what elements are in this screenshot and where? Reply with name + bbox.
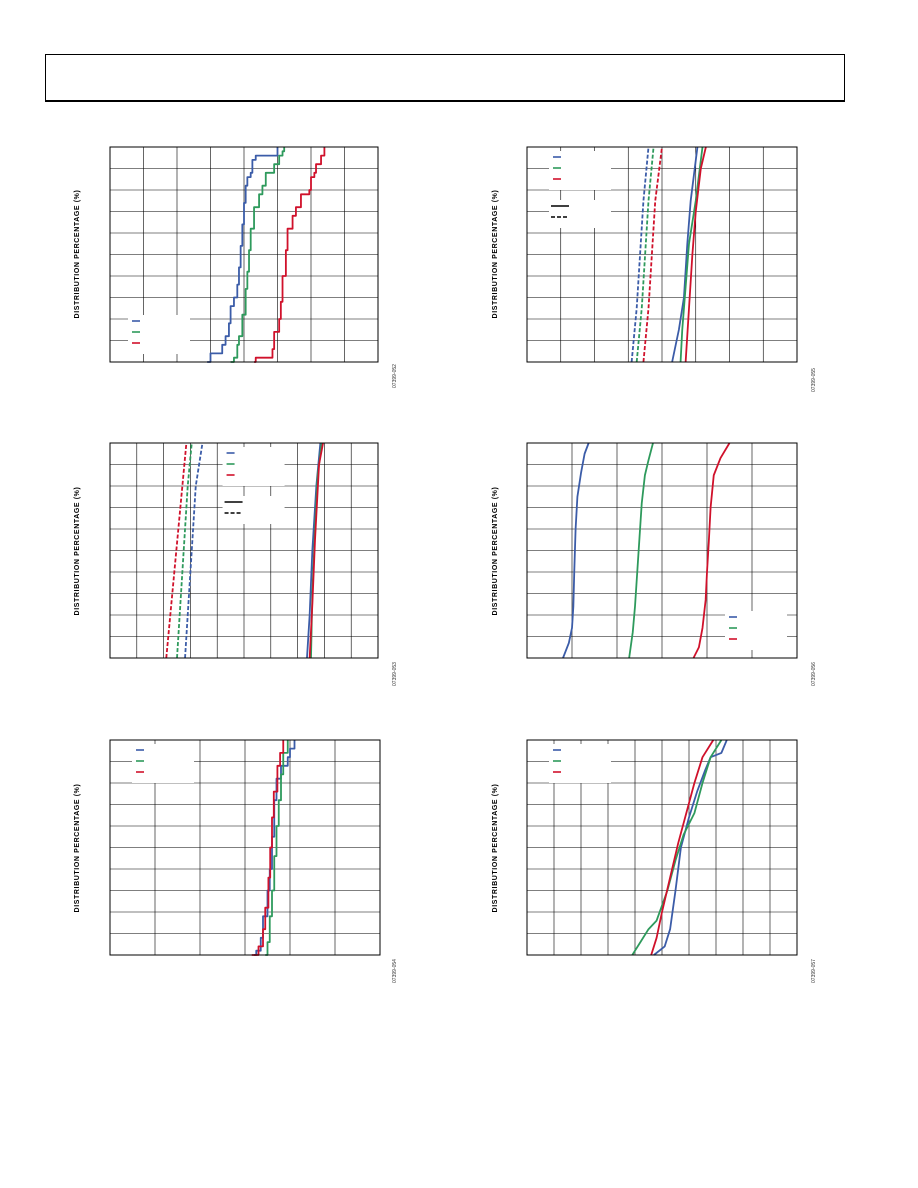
- plot-frame: [109, 146, 379, 363]
- series-line-green-dashed: [176, 442, 193, 659]
- y-axis-label: DISTRIBUTION PERCENTAGE (%): [492, 486, 499, 616]
- series-line-red: [692, 442, 731, 659]
- y-axis-label: DISTRIBUTION PERCENTAGE (%): [492, 783, 499, 913]
- figure-number: 07399-055: [811, 368, 817, 392]
- page-header-box: [45, 54, 845, 102]
- series-line-red: [254, 147, 326, 363]
- plot-frame: [526, 146, 798, 363]
- chart-4: [526, 442, 798, 659]
- legend-box-style: [222, 496, 285, 524]
- series-line-red: [650, 739, 715, 956]
- figure-number: 07399-053: [392, 662, 398, 686]
- series-line-blue: [207, 147, 279, 363]
- series-line-red-dashed: [165, 442, 188, 659]
- series-line-blue: [671, 146, 699, 363]
- series-line-red: [684, 146, 707, 363]
- series-line-red: [308, 442, 324, 659]
- series-line-green: [265, 740, 289, 956]
- figure-number: 07399-054: [392, 959, 398, 983]
- series-line-green: [628, 442, 654, 659]
- chart-5: [109, 739, 381, 956]
- chart-3: [109, 442, 379, 659]
- plot-frame: [109, 442, 379, 659]
- figure-number: 07399-052: [392, 364, 398, 388]
- legend-box-style: [549, 200, 611, 228]
- y-axis-label: DISTRIBUTION PERCENTAGE (%): [74, 783, 81, 913]
- figure-number: 07399-057: [811, 959, 817, 983]
- series-line-red: [251, 740, 285, 956]
- series-line-green: [230, 147, 286, 363]
- figure-number: 07399-056: [811, 662, 817, 686]
- y-axis-label: DISTRIBUTION PERCENTAGE (%): [492, 189, 499, 319]
- series-line-green: [631, 739, 723, 956]
- plot-frame: [526, 442, 798, 659]
- chart-1: [109, 146, 379, 363]
- chart-6: [526, 739, 798, 956]
- series-line-green: [679, 146, 704, 363]
- y-axis-label: DISTRIBUTION PERCENTAGE (%): [74, 189, 81, 319]
- series-line-blue: [562, 442, 590, 659]
- chart-2: [526, 146, 798, 363]
- plot-frame: [109, 739, 381, 956]
- y-axis-label: DISTRIBUTION PERCENTAGE (%): [74, 486, 81, 616]
- series-line-blue-dashed: [184, 442, 204, 659]
- series-line-blue: [653, 739, 728, 956]
- plot-frame: [526, 739, 798, 956]
